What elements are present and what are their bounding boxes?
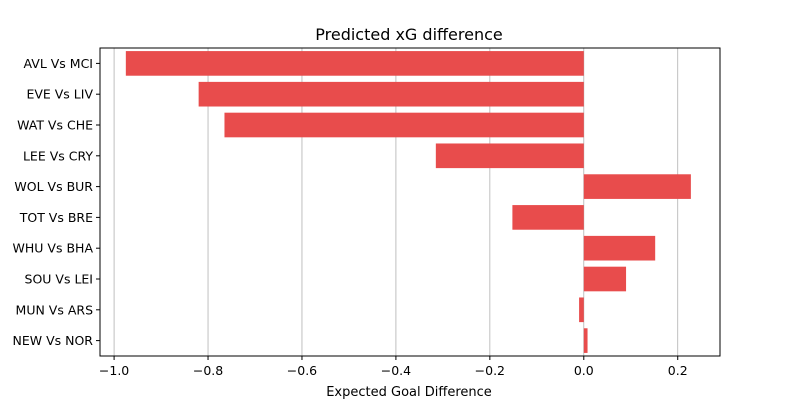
y-tick-label: MUN Vs ARS <box>16 302 94 317</box>
axes-frame <box>99 47 721 357</box>
bar <box>583 328 588 353</box>
x-tick-label: −0.2 <box>475 363 505 378</box>
bar <box>583 266 627 292</box>
y-tick-label: SOU Vs LEI <box>25 272 93 287</box>
x-axis-label: Expected Goal Difference <box>326 385 492 400</box>
bar <box>198 81 584 107</box>
y-axis-ticks: AVL Vs MCI EVE Vs LIV WAT Vs CHE LEE Vs CRY… <box>13 56 100 348</box>
bar <box>224 112 584 138</box>
y-tick-label: AVL Vs MCI <box>24 56 93 71</box>
y-tick-label: WOL Vs BUR <box>14 179 93 194</box>
chart-title: Predicted xG difference <box>315 25 502 44</box>
x-tick-label: −0.4 <box>381 363 411 378</box>
x-tick-label: 0.0 <box>574 363 594 378</box>
y-tick-label: LEE Vs CRY <box>23 148 93 163</box>
bar <box>435 143 584 169</box>
bars <box>125 51 691 353</box>
plot-frame <box>99 47 721 357</box>
y-tick-label: TOT Vs BRE <box>19 210 93 225</box>
bar <box>512 205 584 230</box>
bar <box>583 235 656 261</box>
y-tick-label: NEW Vs NOR <box>13 333 94 348</box>
x-axis-ticks: −1.0 −0.8 −0.6 −0.4 −0.2 0.0 0.2 <box>99 356 688 378</box>
x-tick-label: 0.2 <box>668 363 688 378</box>
y-tick-label: EVE Vs LIV <box>26 87 93 102</box>
y-tick-label: WHU Vs BHA <box>13 241 94 256</box>
y-tick-label: WAT Vs CHE <box>17 118 93 133</box>
bar <box>579 297 584 323</box>
bar <box>583 174 691 199</box>
x-tick-label: −0.8 <box>193 363 223 378</box>
x-tick-label: −0.6 <box>287 363 317 378</box>
x-tick-label: −1.0 <box>99 363 129 378</box>
bar <box>125 51 584 76</box>
